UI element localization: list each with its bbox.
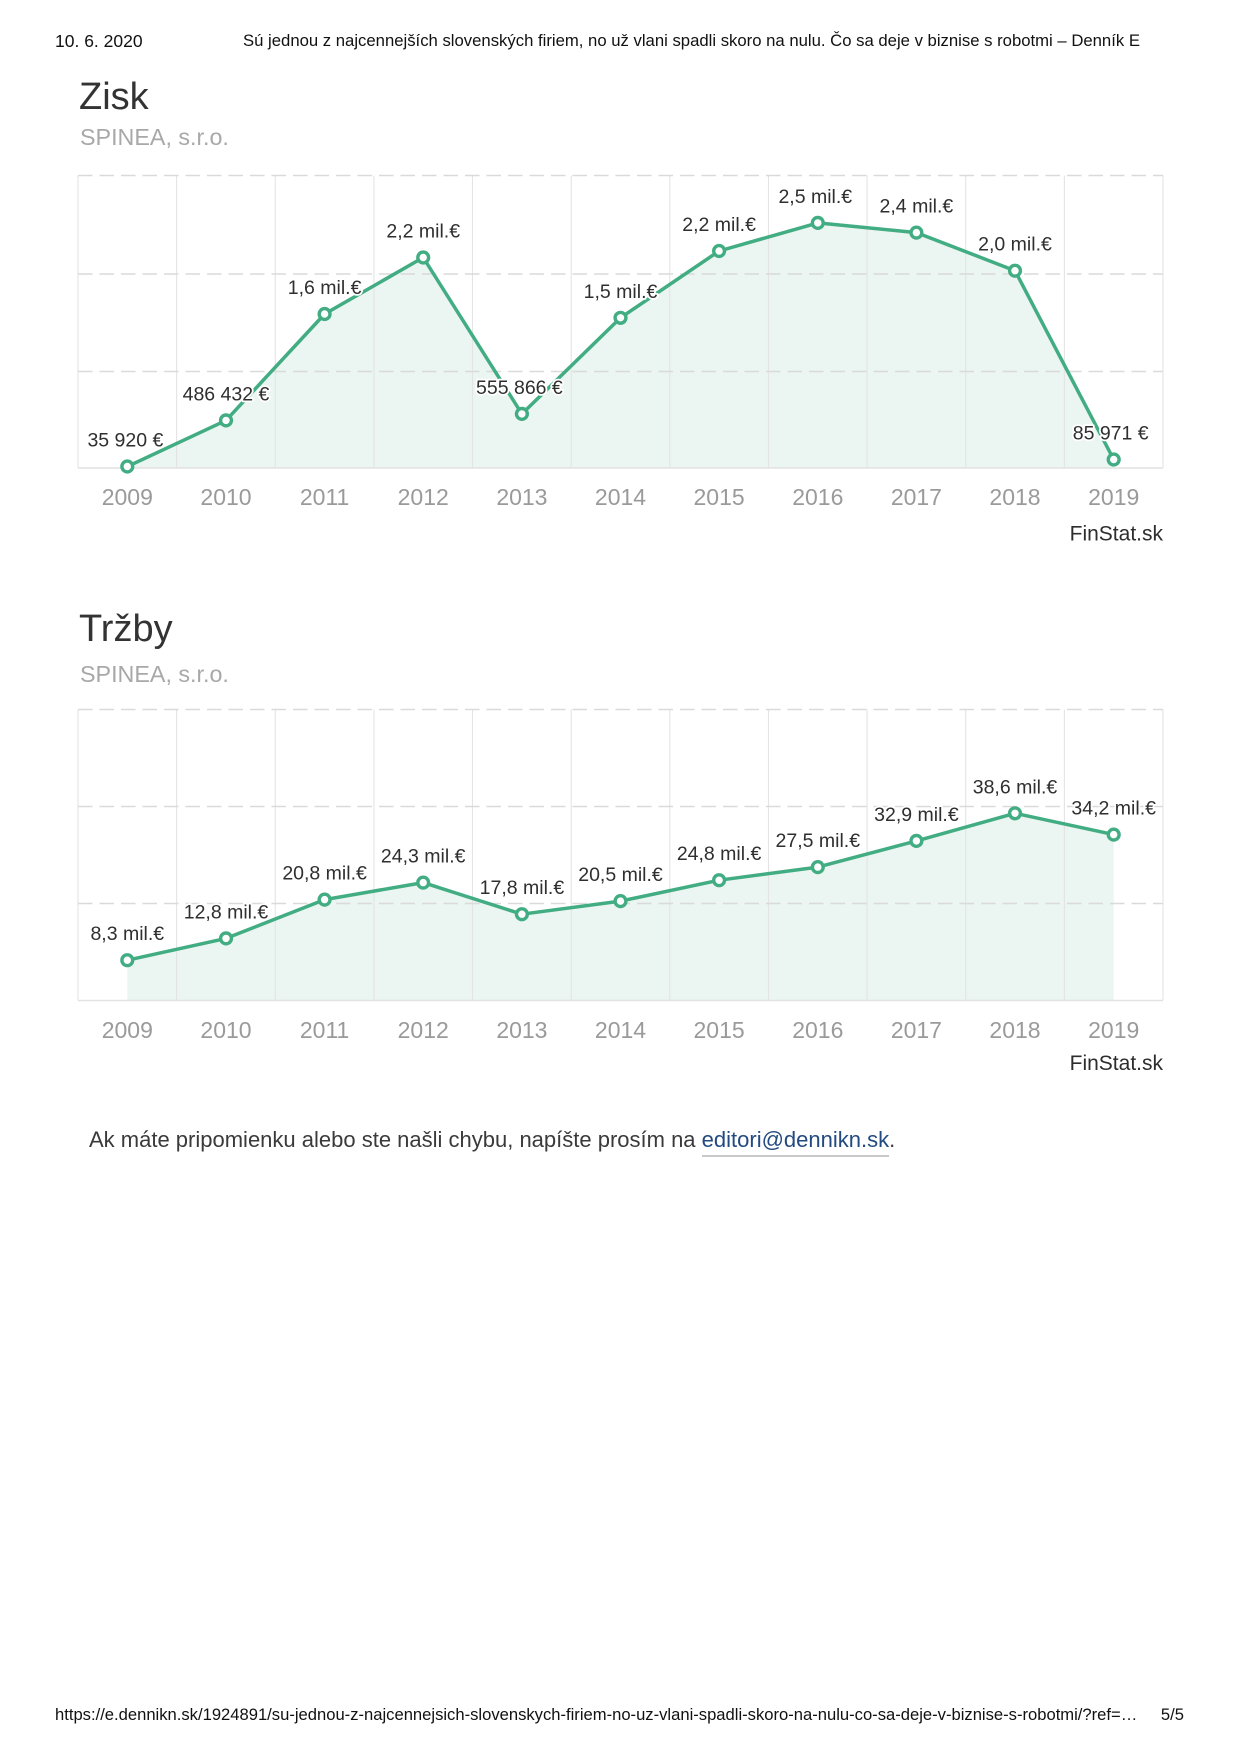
svg-text:2015: 2015 [694, 1017, 745, 1043]
svg-text:2009: 2009 [102, 484, 153, 510]
svg-text:20,8 mil.€: 20,8 mil.€ [282, 863, 367, 885]
svg-text:17,8 mil.€: 17,8 mil.€ [480, 877, 565, 899]
svg-text:8,3 mil.€: 8,3 mil.€ [90, 923, 164, 945]
svg-text:2019: 2019 [1088, 484, 1139, 510]
svg-text:24,8 mil.€: 24,8 mil.€ [677, 843, 762, 865]
svg-text:2012: 2012 [398, 484, 449, 510]
svg-text:2013: 2013 [496, 484, 547, 510]
svg-text:2011: 2011 [300, 1017, 349, 1043]
svg-text:2010: 2010 [200, 1017, 251, 1043]
svg-text:2,0 mil.€: 2,0 mil.€ [978, 234, 1052, 256]
svg-text:2,2 mil.€: 2,2 mil.€ [682, 214, 756, 236]
svg-text:20,5 mil.€: 20,5 mil.€ [578, 864, 663, 886]
svg-text:85 971 €: 85 971 € [1073, 423, 1149, 445]
svg-text:24,3 mil.€: 24,3 mil.€ [381, 846, 466, 868]
svg-text:2014: 2014 [595, 484, 646, 510]
svg-text:2010: 2010 [200, 484, 251, 510]
svg-text:2,2 mil.€: 2,2 mil.€ [386, 221, 460, 243]
svg-text:2009: 2009 [102, 1017, 153, 1043]
svg-text:2017: 2017 [891, 484, 942, 510]
svg-text:2012: 2012 [398, 1017, 449, 1043]
svg-text:34,2 mil.€: 34,2 mil.€ [1071, 798, 1156, 820]
svg-text:555 866 €: 555 866 € [476, 377, 563, 399]
svg-text:38,6 mil.€: 38,6 mil.€ [973, 776, 1058, 798]
svg-text:32,9 mil.€: 32,9 mil.€ [874, 804, 959, 826]
svg-text:2018: 2018 [989, 484, 1040, 510]
svg-text:27,5 mil.€: 27,5 mil.€ [776, 830, 861, 852]
svg-text:1,5 mil.€: 1,5 mil.€ [584, 281, 658, 303]
svg-text:FinStat.sk: FinStat.sk [1070, 1052, 1164, 1075]
svg-text:2016: 2016 [792, 1017, 843, 1043]
svg-text:2013: 2013 [496, 1017, 547, 1043]
svg-text:2,5 mil.€: 2,5 mil.€ [778, 186, 852, 208]
svg-text:2018: 2018 [989, 1017, 1040, 1043]
svg-text:35 920 €: 35 920 € [87, 430, 163, 452]
svg-text:2015: 2015 [694, 484, 745, 510]
svg-text:FinStat.sk: FinStat.sk [1070, 523, 1164, 546]
svg-text:486 432 €: 486 432 € [183, 383, 270, 405]
svg-text:2011: 2011 [300, 484, 349, 510]
svg-text:2017: 2017 [891, 1017, 942, 1043]
svg-text:1,6 mil.€: 1,6 mil.€ [288, 277, 362, 299]
svg-text:12,8 mil.€: 12,8 mil.€ [184, 901, 269, 923]
svg-text:2,4 mil.€: 2,4 mil.€ [880, 196, 954, 218]
svg-text:2014: 2014 [595, 1017, 646, 1043]
svg-text:2016: 2016 [792, 484, 843, 510]
svg-text:2019: 2019 [1088, 1017, 1139, 1043]
